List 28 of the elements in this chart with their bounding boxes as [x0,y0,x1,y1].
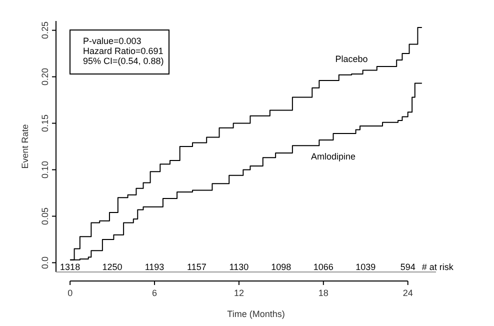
annotation: 1066 [313,262,334,272]
annotation: 1130 [229,262,249,272]
series-label: Amlodipine [310,151,356,162]
annotation: P-value=0.003 [83,36,142,46]
y-tick-label: 0.20 [40,68,50,86]
series-label: Placebo [335,54,368,64]
y-tick-label: 0.25 [40,22,50,40]
x-tick-label: 6 [152,288,158,298]
annotation: 594 [400,262,416,272]
annotation: Hazard Ratio=0.691 [83,46,164,56]
annotation: # at risk [422,262,454,272]
x-tick-label: 24 [402,288,413,298]
annotation: 1250 [102,262,122,272]
x-tick-label: 0 [68,288,73,298]
x-axis-title: Time (Months) [227,309,285,319]
x-tick-label: 18 [318,288,328,298]
x-tick-label: 12 [234,288,244,298]
annotation: 1318 [60,262,80,272]
y-tick-label: 0.10 [40,160,50,179]
annotation: 1098 [271,262,292,272]
y-tick-label: 0.0 [40,256,50,269]
y-tick-label: 0.15 [40,114,50,132]
annotation: 1039 [356,262,376,272]
y-tick-label: 0.05 [40,207,50,225]
annotation: 1157 [187,262,206,272]
y-axis-title: Event Rate [20,124,30,169]
annotation: 1193 [144,262,164,272]
annotation: 95% CI=(0.54, 0.88) [83,56,164,66]
